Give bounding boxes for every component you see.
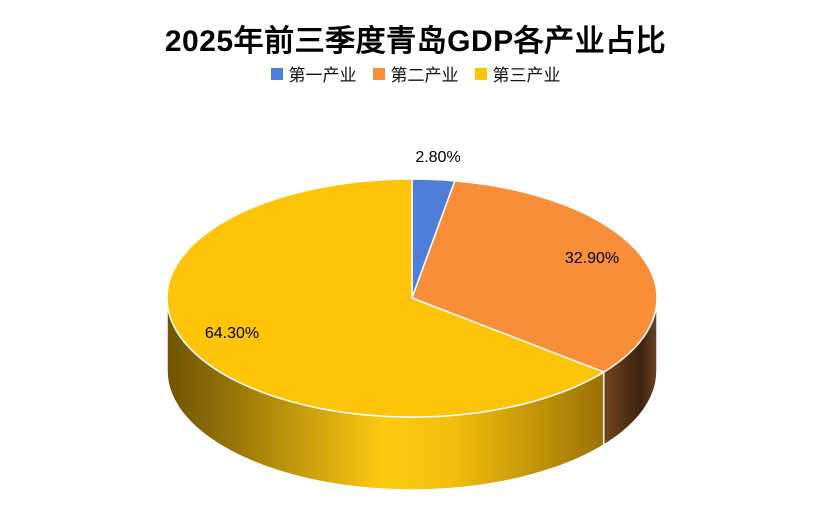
legend-item-primary-industry[interactable]: 第一产业 [270,61,357,86]
chart-title: 2025年前三季度青岛GDP各产业占比 [164,25,667,58]
legend-item-secondary-industry[interactable]: 第二产业 [372,61,459,86]
pie-slice-tertiary[interactable] [166,178,605,418]
legend-label-secondary: 第二产业 [390,66,459,85]
legend-swatch-primary-icon [270,67,283,80]
data-label-secondary: 32.90% [564,250,620,267]
pie-slice-secondary[interactable] [411,180,658,373]
legend-label-primary: 第一产业 [288,66,357,85]
legend-label-tertiary: 第三产业 [492,66,561,85]
data-label-primary: 2.80% [415,149,461,166]
legend-swatch-secondary-icon [372,67,385,80]
data-label-tertiary: 64.30% [204,325,260,342]
legend-item-tertiary-industry[interactable]: 第三产业 [474,61,561,86]
chart-legend: 第一产业 第二产业 第三产业 [0,61,831,86]
legend-swatch-tertiary-icon [474,67,487,80]
